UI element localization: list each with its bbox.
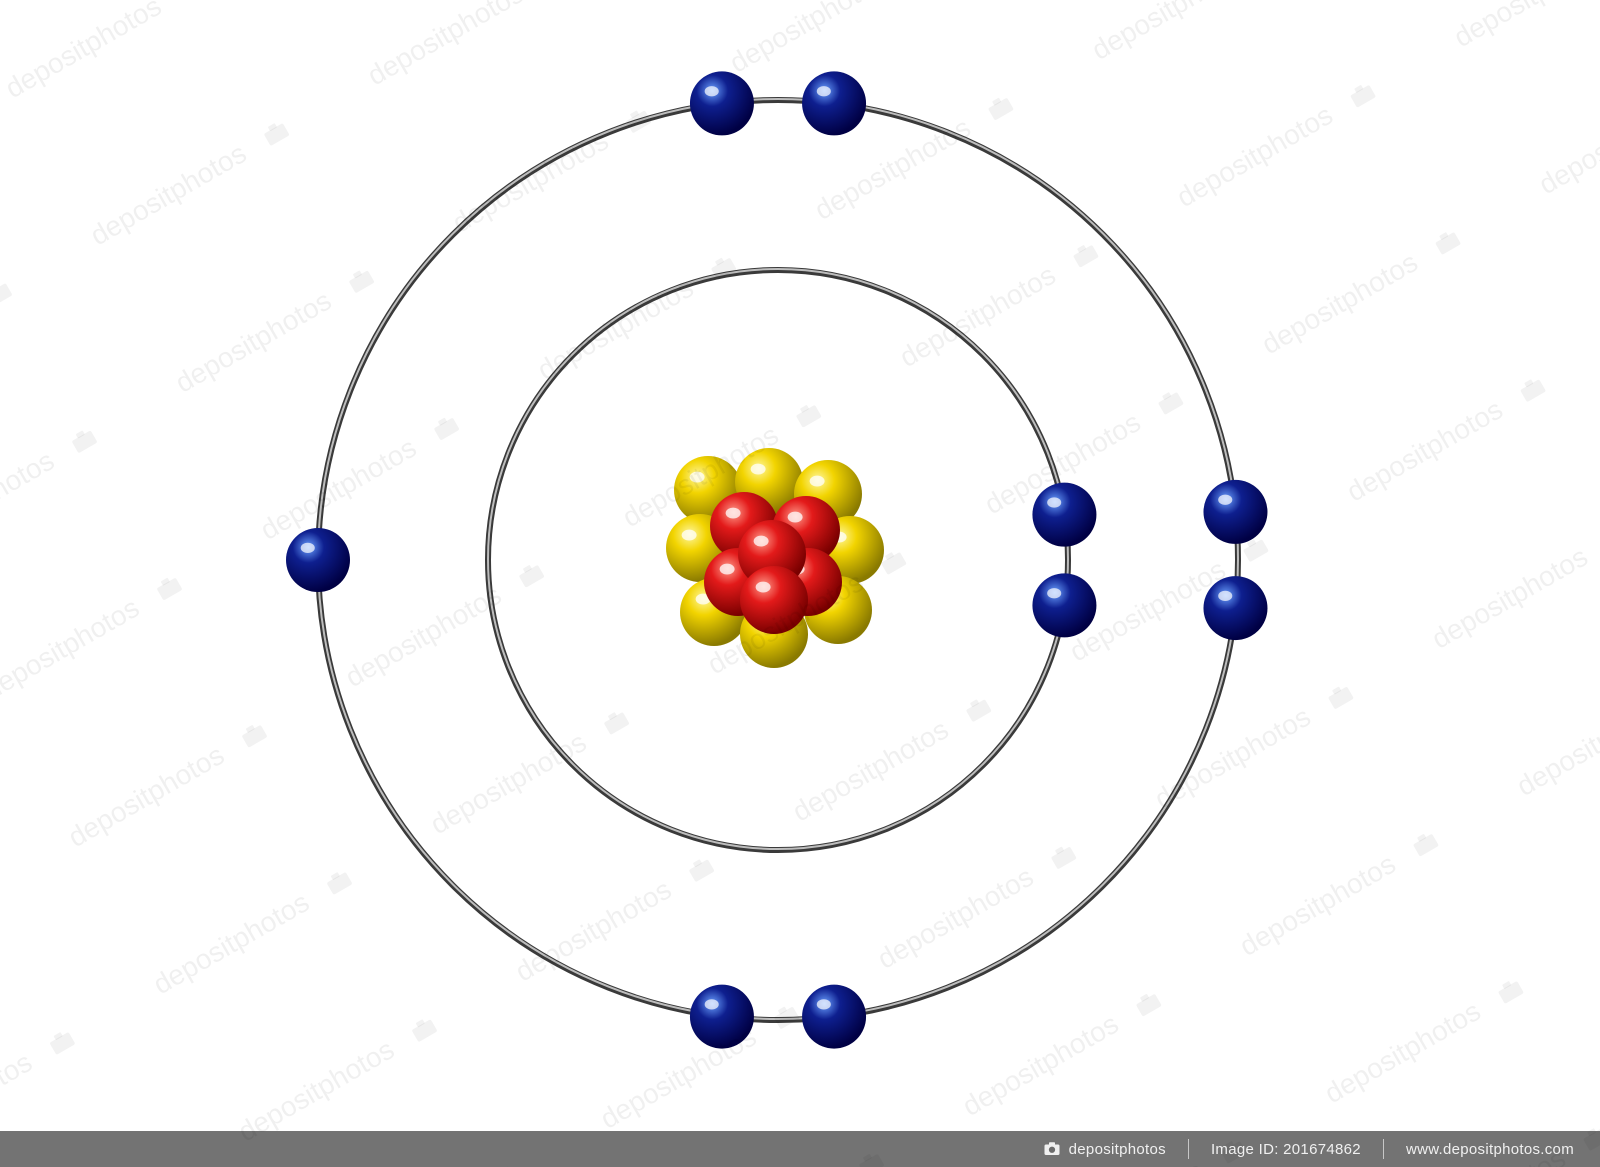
electron — [1032, 483, 1096, 547]
footer-image-id: Image ID: 201674862 — [1211, 1141, 1361, 1158]
camera-icon — [1043, 1140, 1061, 1158]
proton — [740, 566, 808, 634]
footer-bar: depositphotos Image ID: 201674862 www.de… — [0, 1131, 1600, 1167]
footer-divider — [1188, 1139, 1189, 1159]
footer-logo-text: depositphotos — [1069, 1141, 1166, 1158]
diagram-stage — [0, 0, 1600, 1167]
electron — [690, 985, 754, 1049]
electron — [286, 528, 350, 592]
electron — [690, 71, 754, 135]
electron — [802, 71, 866, 135]
electron — [1032, 573, 1096, 637]
footer-logo: depositphotos — [1043, 1140, 1166, 1158]
footer-url: www.depositphotos.com — [1406, 1141, 1574, 1158]
electron — [802, 985, 866, 1049]
nucleus — [666, 448, 884, 668]
atom-diagram — [0, 0, 1600, 1167]
electron — [1203, 576, 1267, 640]
footer-divider — [1383, 1139, 1384, 1159]
electron — [1203, 480, 1267, 544]
